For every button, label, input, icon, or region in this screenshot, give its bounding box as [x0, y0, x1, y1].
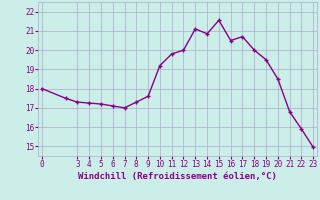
X-axis label: Windchill (Refroidissement éolien,°C): Windchill (Refroidissement éolien,°C) [78, 172, 277, 181]
